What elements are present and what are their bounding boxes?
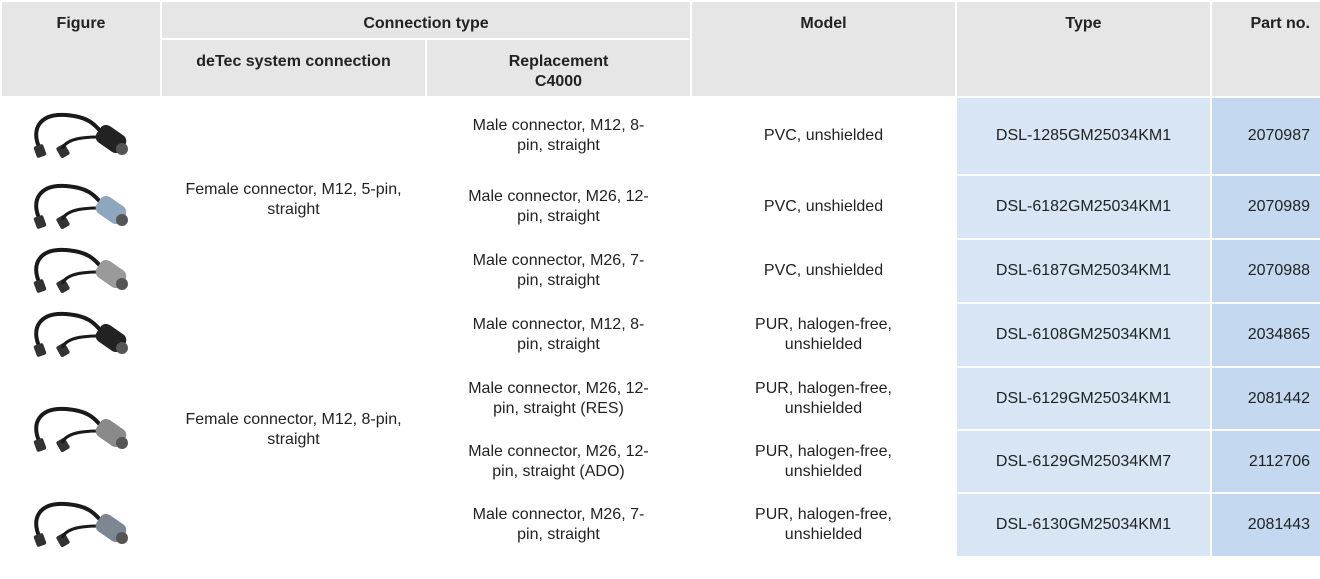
part-no: 2081443	[1210, 492, 1320, 558]
type: DSL-1285GM25034KM1	[955, 96, 1212, 176]
table-row: Male connector, M26, 7-pin, straight PVC,…	[0, 238, 1320, 304]
model: PUR, halogen-free, un­shielded	[690, 302, 957, 368]
table-row: Male connector, M26, 12-pin, straight PVC…	[0, 174, 1320, 240]
cable-image	[33, 112, 128, 158]
table-row: Female connector, M12, 5-pin, straight Ma…	[0, 96, 1320, 304]
header-figure: Figure	[0, 0, 162, 98]
type: DSL-6187GM25034KM1	[955, 238, 1212, 304]
figure-cell	[0, 96, 162, 176]
figure-cell	[0, 174, 162, 240]
cable-image	[33, 183, 128, 229]
replacement: Male connector, M26, 7-pin, straight	[425, 238, 692, 304]
type: DSL-6108GM25034KM1	[955, 302, 1212, 368]
header-part-no: Part no.	[1210, 0, 1320, 98]
part-no: 2070987	[1210, 96, 1320, 176]
model: PUR, halogen-free, un­shielded	[690, 429, 957, 494]
type: DSL-6129GM25034KM7	[955, 429, 1212, 494]
cable-image	[33, 311, 128, 357]
table-row: Male connector, M26, 7-pin, straight PUR,…	[0, 492, 1320, 558]
type: DSL-6182GM25034KM1	[955, 174, 1212, 240]
table-row: Male connector, M26, 12-pin, straight (A…	[1, 429, 1320, 494]
figure-cell	[0, 492, 162, 558]
figure-cell	[0, 366, 162, 494]
model: PUR, halogen-free, un­shielded	[690, 492, 957, 558]
replacement: Male connector, M12, 8-pin, straight	[425, 96, 692, 176]
model: PVC, unshielded	[690, 96, 957, 176]
figure-cell	[0, 238, 162, 304]
header-type: Type	[955, 0, 1212, 98]
cable-image	[33, 247, 128, 293]
model: PVC, unshielded	[690, 238, 957, 304]
model: PVC, unshielded	[690, 174, 957, 240]
header-detec: deTec system connection	[160, 38, 427, 98]
replacement: Male connector, M12, 8-pin, straight	[425, 302, 692, 368]
part-no: 2081442	[1210, 366, 1320, 431]
figure-cell	[0, 302, 162, 368]
header-model: Model	[690, 0, 957, 98]
cable-image	[33, 501, 128, 547]
replacement: Male connector, M26, 7-pin, straight	[425, 492, 692, 558]
replacement: Male connector, M26, 12-pin, straight (R…	[425, 366, 692, 431]
cable-table: Figure Connection type Model Type Part n…	[0, 0, 1320, 558]
header-replacement: Replacement C4000	[425, 38, 692, 98]
part-no: 2070988	[1210, 238, 1320, 304]
replacement: Male connector, M26, 12-pin, straight	[425, 174, 692, 240]
table-row: Male connector, M26, 12-pin, straight (R…	[0, 366, 1320, 494]
header-connection-type: Connection type	[160, 0, 692, 40]
detec-connection: Female connector, M12, 8-pin, straight	[160, 302, 427, 558]
part-no: 2034865	[1210, 302, 1320, 368]
table-row: Female connector, M12, 8-pin, straight Ma…	[0, 302, 1320, 558]
model: PUR, halogen-free, un­shielded	[690, 366, 957, 431]
type: DSL-6130GM25034KM1	[955, 492, 1212, 558]
replacement: Male connector, M26, 12-pin, straight (A…	[425, 429, 692, 494]
part-no: 2112706	[1210, 429, 1320, 494]
part-no: 2070989	[1210, 174, 1320, 240]
detec-connection: Female connector, M12, 5-pin, straight	[160, 96, 427, 304]
cable-image	[33, 406, 128, 452]
type: DSL-6129GM25034KM1	[955, 366, 1212, 431]
